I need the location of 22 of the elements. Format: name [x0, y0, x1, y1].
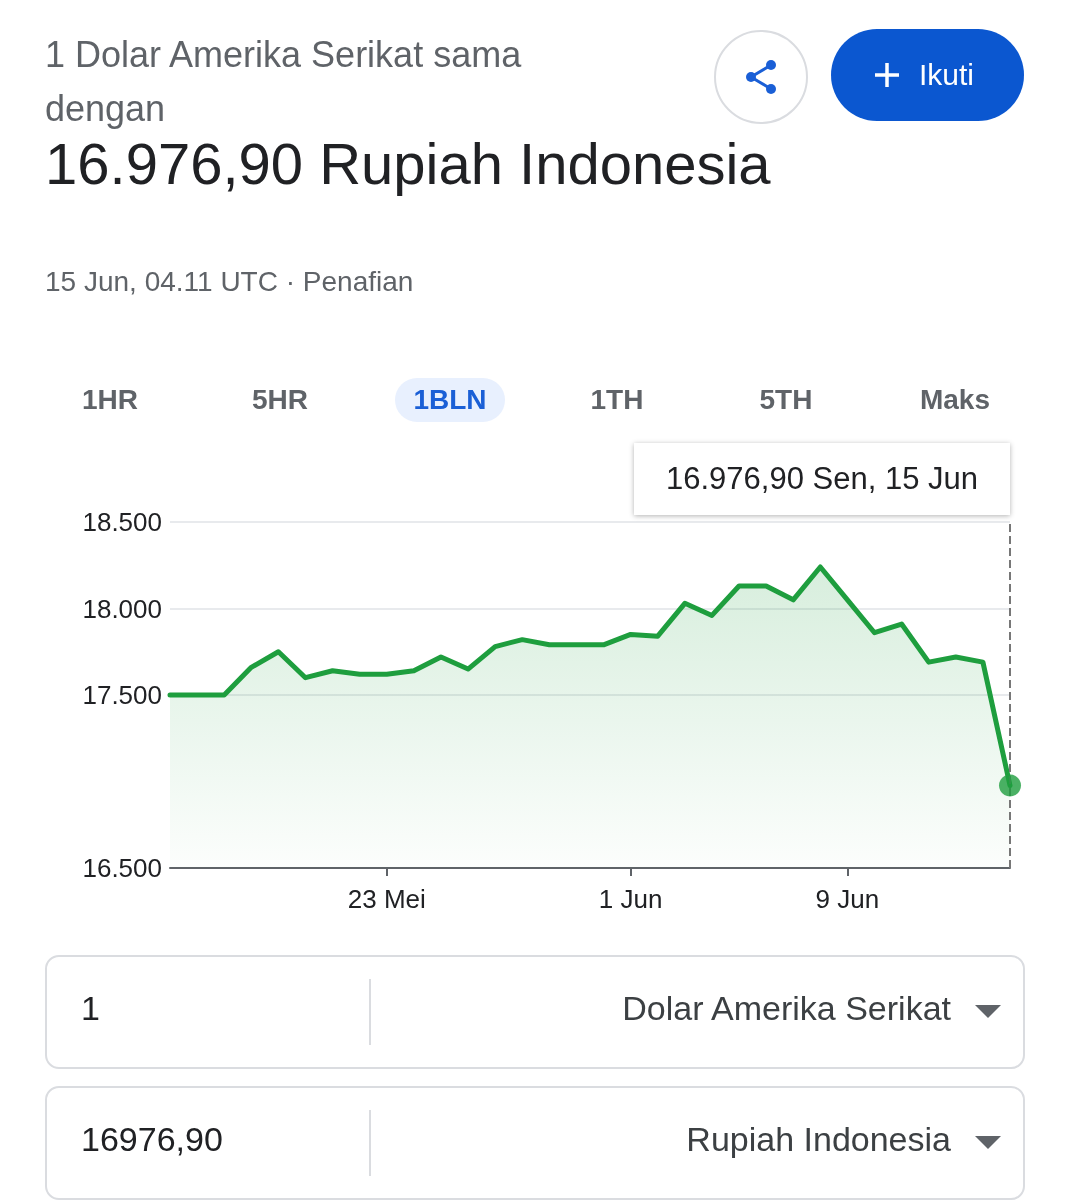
x-tick-label: 23 Mei: [347, 884, 426, 914]
text: 16976,90: [81, 1120, 223, 1159]
y-tick-label: 17.500: [82, 680, 162, 710]
text: 1BLN: [395, 378, 505, 422]
x-tick-label: 1 Jun: [598, 884, 663, 914]
y-tick-label: 16.500: [82, 853, 162, 883]
text: 1HR: [81, 383, 139, 417]
text: 5TH: [758, 383, 814, 417]
text: 1: [81, 989, 100, 1028]
y-tick-label: 18.500: [82, 507, 162, 537]
text: 5HR: [251, 383, 309, 417]
text: Ikuti: [919, 57, 975, 93]
x-tick-label: 9 Jun: [815, 884, 880, 914]
chart-subtitle: 16.976,90 Rupiah Indonesia: [45, 130, 771, 197]
chart-title: 1 Dolar Amerika Serikat sama dengan: [45, 34, 522, 129]
text: Dolar Amerika Serikat: [622, 989, 951, 1028]
text: Rupiah Indonesia: [686, 1120, 951, 1159]
text: Maks: [918, 383, 991, 417]
y-tick-label: 18.000: [82, 593, 162, 624]
text: 16.976,90 Sen, 15 Jun: [634, 443, 1010, 515]
text: 1TH: [589, 383, 645, 417]
text: 15 Jun, 04.11 UTC · Penafian: [45, 266, 414, 298]
